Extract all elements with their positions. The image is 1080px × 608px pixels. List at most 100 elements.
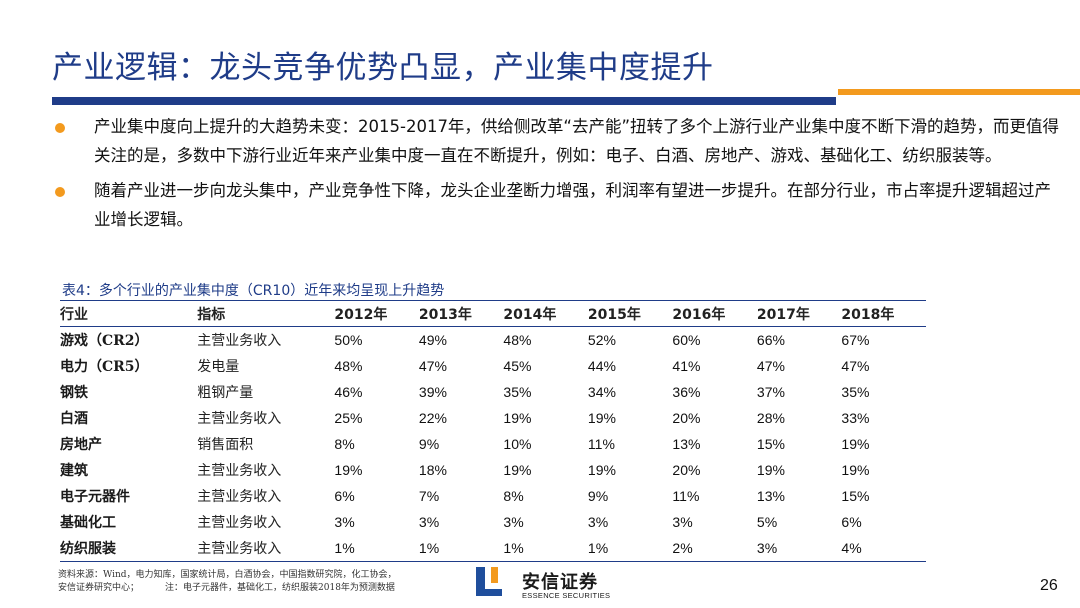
value-cell: 1%	[503, 535, 588, 562]
table-row: 基础化工 主营业务收入 3% 3% 3% 3% 3% 5% 6%	[60, 509, 926, 535]
metric-cell: 主营业务收入	[197, 535, 335, 562]
page-number: 26	[1040, 577, 1058, 594]
value-cell: 11%	[672, 488, 700, 504]
value-cell: 60%	[672, 332, 701, 348]
value-cell: 2%	[672, 535, 757, 562]
header-year: 2016年	[672, 300, 757, 327]
value-cell: 19%	[587, 462, 616, 478]
bullet-list: 产业集中度向上提升的大趋势未变：2015-2017年，供给侧改革“去产能”扭转了…	[52, 112, 1062, 240]
value-cell: 9%	[418, 436, 440, 452]
value-cell: 19%	[841, 436, 870, 452]
bullet-item: 随着产业进一步向龙头集中，产业竞争性下降，龙头企业垄断力增强，利润率有望进一步提…	[52, 176, 1062, 234]
value-cell: 47%	[418, 358, 447, 374]
table-row: 纺织服装 主营业务收入 1% 1% 1% 1% 2% 3% 4%	[60, 535, 926, 562]
value-cell: 1%	[418, 535, 504, 562]
industry-cell: 电子元器件	[60, 489, 130, 505]
value-cell: 44%	[587, 358, 616, 374]
metric-cell: 粗钢产量	[197, 385, 254, 401]
metric-cell: 主营业务收入	[197, 411, 282, 427]
value-cell: 47%	[841, 358, 870, 374]
value-cell: 19%	[587, 410, 616, 426]
value-cell: 15%	[756, 436, 785, 452]
source-line-2-a: 安信证券研究中心；	[58, 583, 140, 593]
value-cell: 34%	[587, 384, 616, 400]
value-cell: 48%	[503, 332, 532, 348]
table-row: 电力（CR5） 发电量 48% 47% 45% 44% 41% 47% 47%	[60, 353, 926, 379]
essence-logo-icon	[476, 567, 502, 596]
value-cell: 46%	[334, 384, 363, 400]
value-cell: 33%	[841, 410, 870, 426]
value-cell: 8%	[334, 436, 355, 452]
value-cell: 3%	[503, 514, 524, 530]
value-cell: 9%	[587, 488, 609, 504]
value-cell: 19%	[756, 462, 785, 478]
metric-cell: 主营业务收入	[197, 489, 282, 505]
header-year: 2018年	[841, 300, 926, 327]
industry-cell: 游戏（CR2）	[60, 333, 149, 349]
source-note: 资料来源：Wind，电力知库，国家统计局，白酒协会，中国指数研究院，化工协会， …	[58, 569, 397, 595]
value-cell: 18%	[418, 462, 447, 478]
header-year: 2013年	[418, 300, 504, 327]
value-cell: 11%	[587, 436, 615, 452]
value-cell: 67%	[841, 332, 870, 348]
source-line-2: 安信证券研究中心； 注：电子元器件，基础化工，纺织服装2018年为预测数据	[58, 582, 397, 595]
bullet-dot-icon	[55, 123, 65, 133]
industry-cell: 纺织服装	[60, 535, 198, 562]
value-cell: 66%	[756, 332, 785, 348]
industry-cell: 电力（CR5）	[60, 359, 149, 375]
value-cell: 3%	[672, 514, 693, 530]
source-line-1: 资料来源：Wind，电力知库，国家统计局，白酒协会，中国指数研究院，化工协会，	[58, 570, 397, 580]
value-cell: 35%	[841, 384, 870, 400]
value-cell: 28%	[756, 410, 785, 426]
value-cell: 19%	[503, 410, 532, 426]
concentration-table: 行业 指标 2012年 2013年 2014年 2015年 2016年 2017…	[60, 300, 926, 562]
value-cell: 39%	[418, 384, 447, 400]
value-cell: 19%	[334, 462, 363, 478]
title-underline-orange	[838, 89, 1080, 95]
table-row: 建筑 主营业务收入 19% 18% 19% 19% 20% 19% 19%	[60, 457, 926, 483]
header-year: 2017年	[756, 300, 842, 327]
value-cell: 8%	[503, 488, 524, 504]
company-logo: 安信证券 ESSENCE SECURITIES	[474, 565, 624, 605]
metric-cell: 主营业务收入	[197, 333, 282, 349]
value-cell: 52%	[587, 332, 616, 348]
value-cell: 19%	[503, 462, 532, 478]
value-cell: 37%	[756, 384, 785, 400]
value-cell: 1%	[587, 535, 673, 562]
metric-cell: 发电量	[197, 359, 240, 375]
value-cell: 6%	[841, 514, 862, 530]
value-cell: 25%	[334, 410, 363, 426]
industry-cell: 基础化工	[60, 515, 116, 531]
table-caption: 表4：多个行业的产业集中度（CR10）近年来均呈现上升趋势	[62, 283, 445, 299]
value-cell: 3%	[756, 535, 842, 562]
table-row: 游戏（CR2） 主营业务收入 50% 49% 48% 52% 60% 66% 6…	[60, 327, 926, 354]
metric-cell: 主营业务收入	[197, 515, 282, 531]
value-cell: 20%	[672, 462, 701, 478]
value-cell: 49%	[418, 332, 447, 348]
industry-cell: 建筑	[60, 463, 88, 479]
logo-name-en: ESSENCE SECURITIES	[522, 591, 611, 600]
bullet-item: 产业集中度向上提升的大趋势未变：2015-2017年，供给侧改革“去产能”扭转了…	[52, 112, 1062, 170]
metric-cell: 主营业务收入	[197, 463, 282, 479]
value-cell: 7%	[418, 488, 440, 504]
value-cell: 1%	[334, 535, 419, 562]
table-row: 白酒 主营业务收入 25% 22% 19% 19% 20% 28% 33%	[60, 405, 926, 431]
value-cell: 15%	[841, 488, 870, 504]
industry-cell: 房地产	[60, 437, 102, 453]
value-cell: 20%	[672, 410, 701, 426]
bullet-text: 随着产业进一步向龙头集中，产业竞争性下降，龙头企业垄断力增强，利润率有望进一步提…	[94, 181, 1051, 229]
value-cell: 10%	[503, 436, 532, 452]
table-header-row: 行业 指标 2012年 2013年 2014年 2015年 2016年 2017…	[60, 300, 926, 327]
value-cell: 35%	[503, 384, 532, 400]
header-industry: 行业	[60, 300, 198, 327]
header-year: 2012年	[334, 300, 419, 327]
value-cell: 36%	[672, 384, 701, 400]
industry-cell: 白酒	[60, 411, 88, 427]
header-year: 2014年	[503, 300, 588, 327]
page-title: 产业逻辑：龙头竞争优势凸显，产业集中度提升	[52, 50, 714, 86]
industry-cell: 钢铁	[60, 385, 88, 401]
table-row: 房地产 销售面积 8% 9% 10% 11% 13% 15% 19%	[60, 431, 926, 457]
value-cell: 45%	[503, 358, 532, 374]
value-cell: 6%	[334, 488, 355, 504]
bullet-text: 产业集中度向上提升的大趋势未变：2015-2017年，供给侧改革“去产能”扭转了…	[94, 117, 1060, 165]
